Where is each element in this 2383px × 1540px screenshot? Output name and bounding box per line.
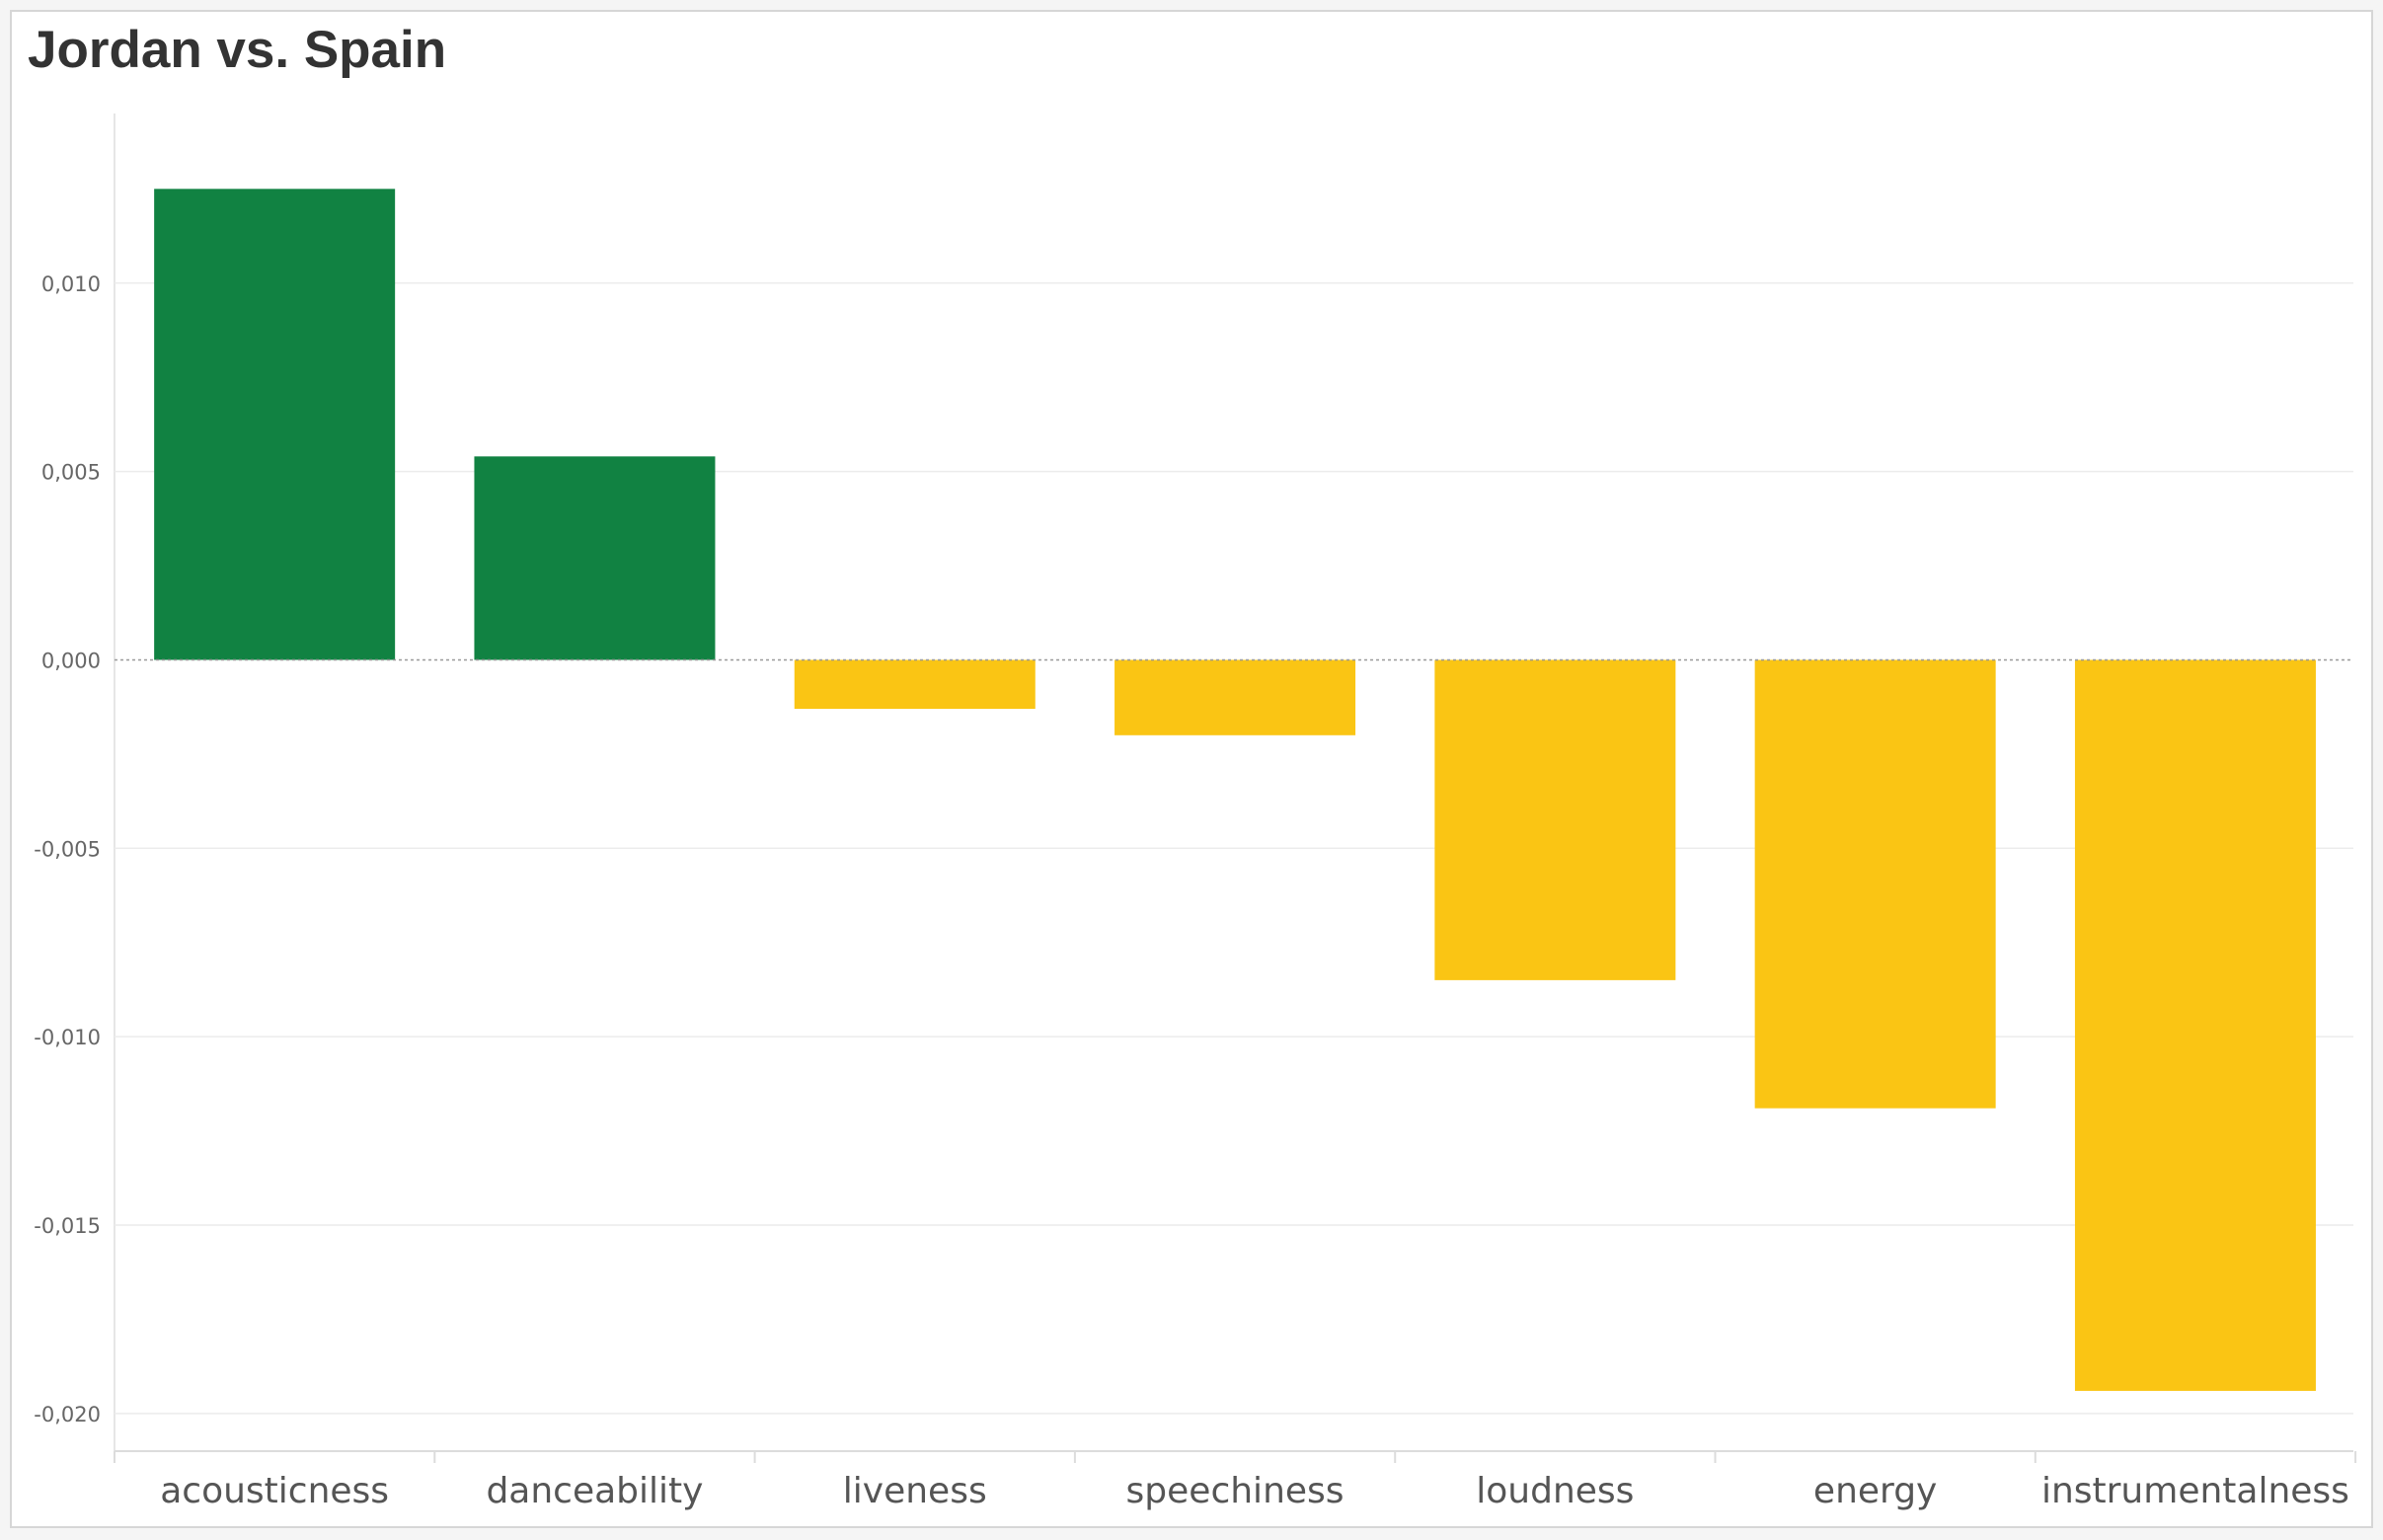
bar-speechiness <box>1115 659 1356 735</box>
bars <box>154 189 2316 1391</box>
y-tick-label: -0,015 <box>34 1214 101 1238</box>
bar-instrumentalness <box>2074 659 2316 1391</box>
y-axis: 0,010 0,005 0,000 -0,005 -0,010 -0,015 -0,020 <box>34 272 101 1426</box>
bar-liveness <box>794 659 1036 710</box>
x-tick-label-acousticness: acousticness <box>160 1471 389 1511</box>
x-axis: acousticness danceability liveness speechin… <box>114 1450 2357 1511</box>
bar-loudness <box>1434 659 1676 980</box>
y-tick-label: 0,010 <box>41 272 101 296</box>
bar-acousticness <box>154 189 396 660</box>
gridlines <box>114 114 2353 1451</box>
x-tick-label-danceability: danceability <box>486 1471 703 1511</box>
bar-energy <box>1754 659 1996 1109</box>
x-tick-label-loudness: loudness <box>1476 1471 1634 1511</box>
x-tick-label-speechiness: speechiness <box>1126 1471 1345 1511</box>
y-tick-label: -0,005 <box>34 837 101 861</box>
y-tick-label: -0,010 <box>34 1026 101 1049</box>
y-tick-label: -0,020 <box>34 1403 101 1426</box>
y-tick-label: 0,000 <box>41 649 101 672</box>
x-tick-label-energy: energy <box>1813 1471 1937 1511</box>
bar-danceability <box>474 456 716 660</box>
x-tick-label-instrumentalness: instrumentalness <box>2041 1471 2349 1511</box>
chart-title: Jordan vs. Spain <box>28 21 447 79</box>
y-tick-label: 0,005 <box>41 461 101 485</box>
x-tick-label-liveness: liveness <box>843 1471 987 1511</box>
